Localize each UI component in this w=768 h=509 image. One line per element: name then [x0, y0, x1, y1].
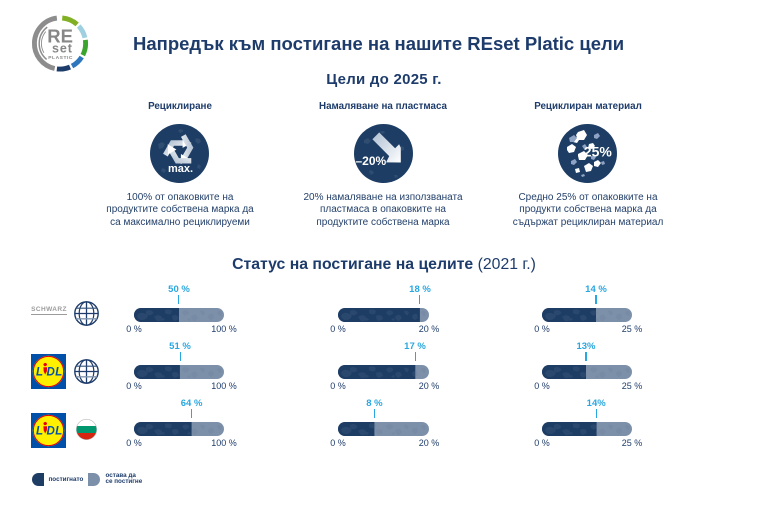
svg-text:L: L [55, 425, 62, 437]
svg-text:25%: 25% [584, 144, 613, 160]
svg-text:L: L [55, 367, 62, 379]
svg-text:set: set [52, 41, 73, 55]
svg-text:L: L [36, 425, 43, 437]
svg-text:L: L [36, 367, 43, 379]
svg-text:RE: RE [47, 25, 73, 46]
svg-text:PLASTIC: PLASTIC [48, 55, 73, 61]
svg-text:D: D [47, 367, 55, 379]
svg-text:D: D [47, 425, 55, 437]
svg-text:max.: max. [168, 163, 193, 175]
svg-text:–20%: –20% [356, 154, 387, 168]
